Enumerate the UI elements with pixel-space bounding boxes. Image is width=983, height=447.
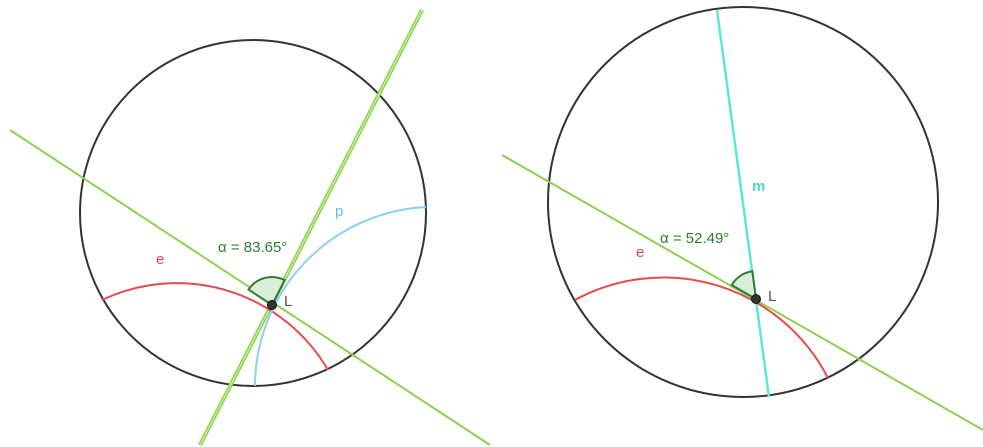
point	[751, 294, 761, 304]
circle	[79, 39, 427, 387]
line-m	[715, 9, 771, 398]
arc-e	[101, 282, 329, 371]
point-label: L	[284, 293, 292, 310]
line-highlight	[199, 9, 423, 446]
line	[501, 154, 983, 431]
angle-label: α = 52.49°	[660, 230, 729, 247]
angle-marker	[730, 270, 758, 301]
point-label: L	[768, 288, 776, 305]
arc-p	[254, 206, 427, 387]
arc-label: p	[335, 203, 343, 220]
circle	[547, 6, 939, 398]
arc-e	[574, 276, 829, 379]
right-panel: α = 52.49° e m L	[501, 6, 983, 431]
line-label: m	[752, 178, 765, 195]
angle-label: α = 83.65°	[218, 239, 287, 256]
arc-label: e	[156, 251, 164, 268]
left-panel: α = 83.65° e p L	[9, 9, 491, 446]
point	[267, 300, 277, 310]
angle-marker	[247, 276, 287, 307]
arc-label: e	[636, 244, 644, 261]
